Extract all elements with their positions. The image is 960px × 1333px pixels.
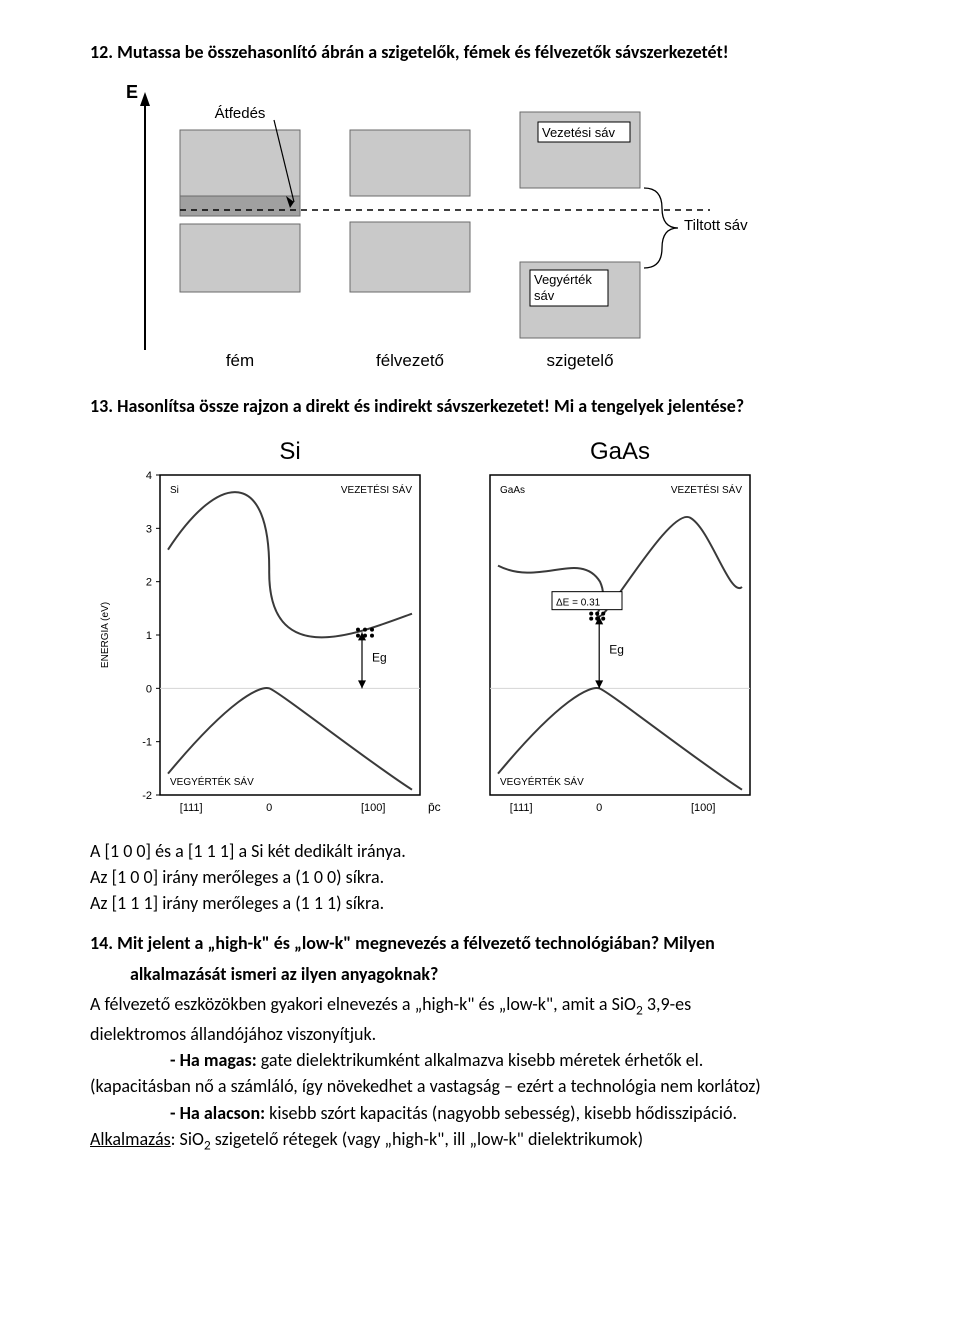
q14-title-l2: alkalmazását ismeri az ilyen anyagoknak?: [130, 962, 900, 986]
q14-text-l1: Mit jelent a „high-k" és „low-k" megneve…: [117, 932, 715, 954]
svg-text:2: 2: [146, 576, 152, 588]
q14-p1: A félvezető eszközökben gyakori elnevezé…: [90, 992, 900, 1020]
q12-text: Mutassa be összehasonlító ábrán a sziget…: [117, 41, 728, 63]
q14-p6c: szigetelő rétegek (vagy „high-k", ill „l…: [211, 1128, 643, 1150]
svg-text:Eg: Eg: [609, 642, 624, 656]
q13-answer-1: A [1 0 0] és a [1 1 1] a Si két dedikált…: [90, 839, 900, 863]
q14-p2: dielektromos állandójához viszonyítjuk.: [90, 1022, 900, 1046]
q14-p6b: : SiO: [171, 1128, 204, 1150]
svg-text:[100]: [100]: [361, 802, 385, 814]
svg-text:Eg: Eg: [372, 650, 387, 664]
svg-text:GaAs: GaAs: [500, 485, 525, 496]
svg-text:[111]: [111]: [510, 802, 533, 814]
svg-text:VEZETÉSI SÁV: VEZETÉSI SÁV: [341, 483, 412, 496]
svg-text:-1: -1: [142, 736, 152, 748]
svg-text:Vegyérték: Vegyérték: [534, 272, 592, 287]
q14-p3: - Ha magas: gate dielektrikumként alkalm…: [170, 1048, 900, 1072]
q14-p5a: - Ha alacson:: [170, 1102, 265, 1124]
q14-p1b: 3,9-es: [643, 993, 691, 1015]
q14-p5: - Ha alacson: kisebb szórt kapacitás (na…: [170, 1101, 900, 1125]
svg-text:Tiltott sáv: Tiltott sáv: [684, 217, 748, 234]
q14-p4: (kapacitásban nő a számláló, így növeked…: [90, 1074, 900, 1098]
q14-p1a: A félvezető eszközökben gyakori elnevezé…: [90, 993, 636, 1015]
svg-text:Átfedés: Átfedés: [215, 105, 266, 122]
q13-title: 13. Hasonlítsa össze rajzon a direkt és …: [90, 394, 900, 418]
q14-p6: Alkalmazás: SiO2 szigetelő rétegek (vagy…: [90, 1127, 900, 1155]
q13-number: 13.: [90, 395, 113, 417]
svg-text:szigetelő: szigetelő: [546, 351, 613, 370]
q13-answer-3: Az [1 1 1] irány merőleges a (1 1 1) sík…: [90, 891, 900, 915]
svg-text:fém: fém: [226, 351, 254, 370]
q14-number: 14.: [90, 932, 113, 954]
svg-text:[100]: [100]: [691, 802, 715, 814]
q13-figure: ENERGIA (eV) Si 4 3 2 1 0 -1 -2 [111] 0 [100] Eg Si VE…: [90, 425, 900, 825]
svg-text:E: E: [126, 82, 138, 102]
q14-title: 14. Mit jelent a „high-k" és „low-k" meg…: [90, 931, 900, 955]
q14-p3b: gate dielektrikumként alkalmazva kisebb …: [257, 1049, 704, 1071]
svg-text:VEGYÉRTÉK SÁV: VEGYÉRTÉK SÁV: [170, 775, 254, 788]
svg-text:Vezetési sáv: Vezetési sáv: [542, 125, 615, 140]
q14-p3a: - Ha magas:: [170, 1049, 257, 1071]
svg-text:1: 1: [146, 630, 152, 642]
q13-text: Hasonlítsa össze rajzon a direkt és indi…: [117, 395, 744, 417]
svg-text:félvezető: félvezető: [376, 351, 444, 370]
svg-text:0: 0: [596, 802, 602, 814]
q14-p6a: Alkalmazás: [90, 1128, 171, 1150]
svg-text:0: 0: [266, 802, 272, 814]
sub-2b: 2: [204, 1137, 211, 1154]
svg-text:Si: Si: [279, 438, 300, 465]
svg-text:ENERGIA (eV): ENERGIA (eV): [100, 602, 111, 668]
svg-text:Si: Si: [170, 485, 179, 496]
sub-2a: 2: [636, 1002, 643, 1019]
svg-text:p̄c: p̄c: [428, 800, 441, 814]
svg-text:0: 0: [146, 683, 152, 695]
q12-figure: E Átfedés Vezetési sáv Tiltott sáv Vegyérték…: [90, 70, 900, 380]
svg-text:[111]: [111]: [180, 802, 203, 814]
svg-text:4: 4: [146, 470, 152, 482]
q13-answer-2: Az [1 0 0] irány merőleges a (1 0 0) sík…: [90, 865, 900, 889]
svg-text:VEZETÉSI SÁV: VEZETÉSI SÁV: [671, 483, 742, 496]
svg-text:sáv: sáv: [534, 288, 555, 303]
q14-p5b: kisebb szórt kapacitás (nagyobb sebesség…: [265, 1102, 737, 1124]
q12-number: 12.: [90, 41, 113, 63]
svg-text:ΔE = 0.31: ΔE = 0.31: [556, 597, 601, 608]
q12-title: 12. Mutassa be összehasonlító ábrán a sz…: [90, 40, 900, 64]
svg-text:-2: -2: [142, 790, 152, 802]
svg-text:GaAs: GaAs: [590, 438, 650, 465]
svg-text:VEGYÉRTÉK SÁV: VEGYÉRTÉK SÁV: [500, 775, 584, 788]
svg-text:3: 3: [146, 523, 152, 535]
